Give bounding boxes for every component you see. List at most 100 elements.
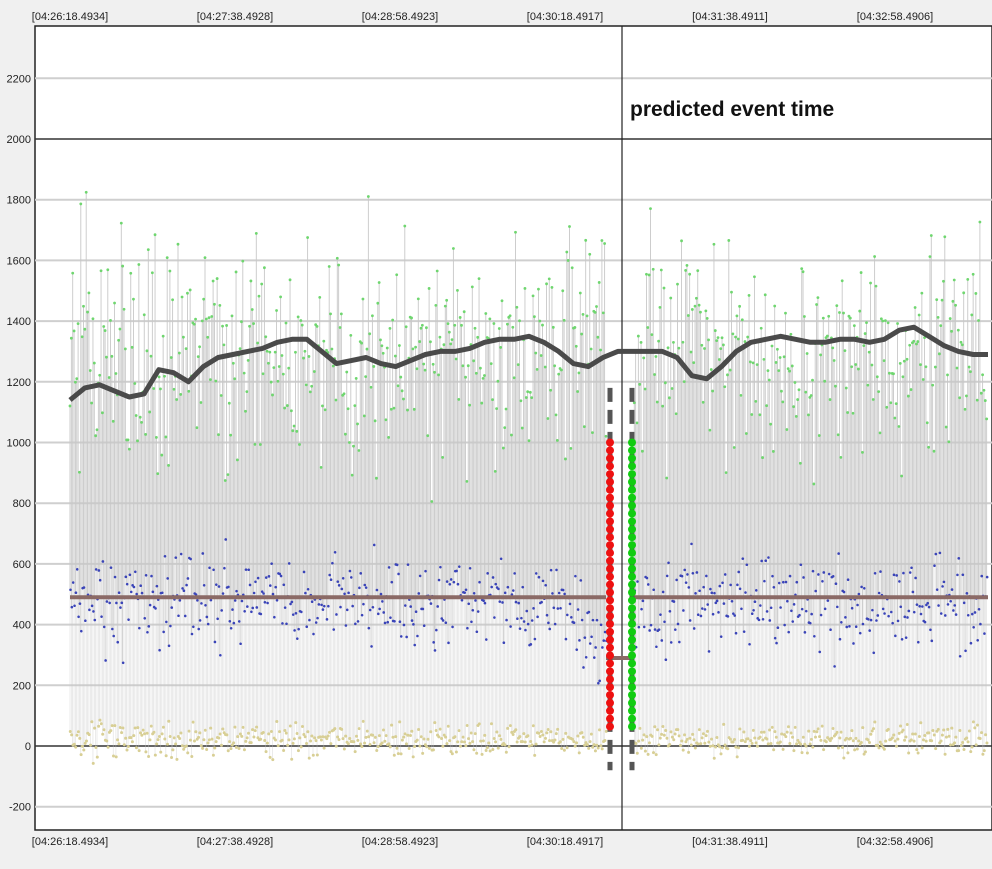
point-high — [258, 443, 262, 446]
point-mid — [259, 612, 263, 616]
point-high — [649, 207, 652, 211]
point-mid — [579, 579, 583, 582]
point-mid — [455, 569, 458, 573]
point-high — [720, 336, 724, 340]
point-low — [391, 735, 395, 739]
point-high — [118, 327, 122, 331]
point-mid — [344, 624, 348, 627]
point-low — [220, 743, 223, 747]
point-high — [728, 368, 732, 372]
point-mid — [335, 613, 338, 616]
point-low — [545, 731, 549, 735]
point-mid — [854, 625, 858, 628]
point-low — [157, 735, 161, 739]
point-mid — [798, 613, 801, 617]
point-high — [641, 449, 644, 453]
point-mid — [962, 601, 966, 605]
point-mid — [148, 603, 152, 607]
point-mid — [826, 599, 830, 602]
point-mid — [973, 611, 977, 614]
point-high — [427, 287, 431, 290]
point-low — [120, 731, 124, 735]
point-low — [554, 732, 558, 736]
point-high — [939, 324, 943, 328]
point-mid — [165, 620, 168, 624]
trend-line — [68, 324, 988, 402]
point-mid — [917, 640, 920, 644]
point-low — [411, 755, 415, 759]
point-low — [549, 730, 553, 734]
point-high — [912, 339, 916, 343]
point-high — [377, 281, 381, 284]
x-tick-label-top: [04:28:58.4923] — [362, 11, 438, 23]
point-low — [463, 740, 466, 744]
point-mid — [767, 556, 770, 559]
point-high — [477, 277, 481, 281]
point-low — [417, 728, 421, 732]
point-low — [904, 735, 908, 739]
point-mid — [860, 585, 863, 589]
point-mid — [871, 608, 874, 612]
point-mid — [902, 571, 905, 575]
point-high — [762, 357, 766, 361]
point-mid — [663, 620, 666, 624]
point-low — [873, 720, 877, 724]
point-mid — [709, 587, 712, 591]
point-high — [361, 297, 365, 301]
point-high — [161, 334, 165, 338]
point-mid — [490, 585, 494, 589]
point-mid — [846, 578, 850, 582]
y-tick-label: 0 — [25, 741, 31, 753]
point-low — [527, 744, 531, 748]
point-high — [665, 476, 669, 480]
point-low — [657, 743, 661, 747]
point-low — [147, 755, 151, 759]
point-high — [218, 303, 222, 307]
point-mid — [331, 561, 334, 565]
point-high — [172, 387, 176, 391]
point-high — [195, 426, 199, 430]
point-high — [272, 366, 276, 370]
point-low — [593, 749, 597, 753]
point-high — [581, 312, 585, 316]
point-high — [690, 308, 694, 311]
point-high — [466, 364, 470, 368]
point-low — [287, 738, 291, 742]
point-low — [669, 730, 673, 734]
point-low — [292, 737, 296, 741]
point-low — [719, 752, 723, 756]
point-high — [884, 319, 887, 323]
point-high — [744, 432, 748, 435]
before-event-point — [606, 580, 614, 589]
point-mid — [333, 550, 337, 554]
point-high — [659, 268, 663, 272]
point-mid — [256, 576, 260, 580]
point-mid — [545, 613, 549, 617]
point-high — [345, 370, 349, 374]
point-mid — [190, 632, 194, 636]
point-high — [164, 435, 168, 439]
point-high — [983, 399, 987, 402]
point-low — [283, 728, 287, 732]
point-low — [213, 746, 217, 750]
point-low — [357, 727, 361, 731]
point-high — [318, 295, 322, 299]
after-event-point — [628, 596, 636, 605]
point-high — [871, 398, 875, 401]
point-low — [846, 751, 850, 755]
point-high — [123, 347, 127, 351]
point-mid — [764, 559, 768, 563]
point-mid — [977, 607, 981, 611]
point-high — [78, 470, 81, 474]
point-low — [286, 743, 290, 747]
point-mid — [421, 607, 425, 611]
point-mid — [390, 580, 394, 584]
point-high — [483, 374, 486, 377]
point-high — [175, 398, 179, 401]
plot-area — [34, 25, 992, 831]
point-low — [944, 735, 948, 739]
point-high — [339, 312, 343, 316]
point-low — [585, 743, 589, 747]
point-mid — [336, 580, 340, 583]
point-low — [431, 748, 435, 752]
